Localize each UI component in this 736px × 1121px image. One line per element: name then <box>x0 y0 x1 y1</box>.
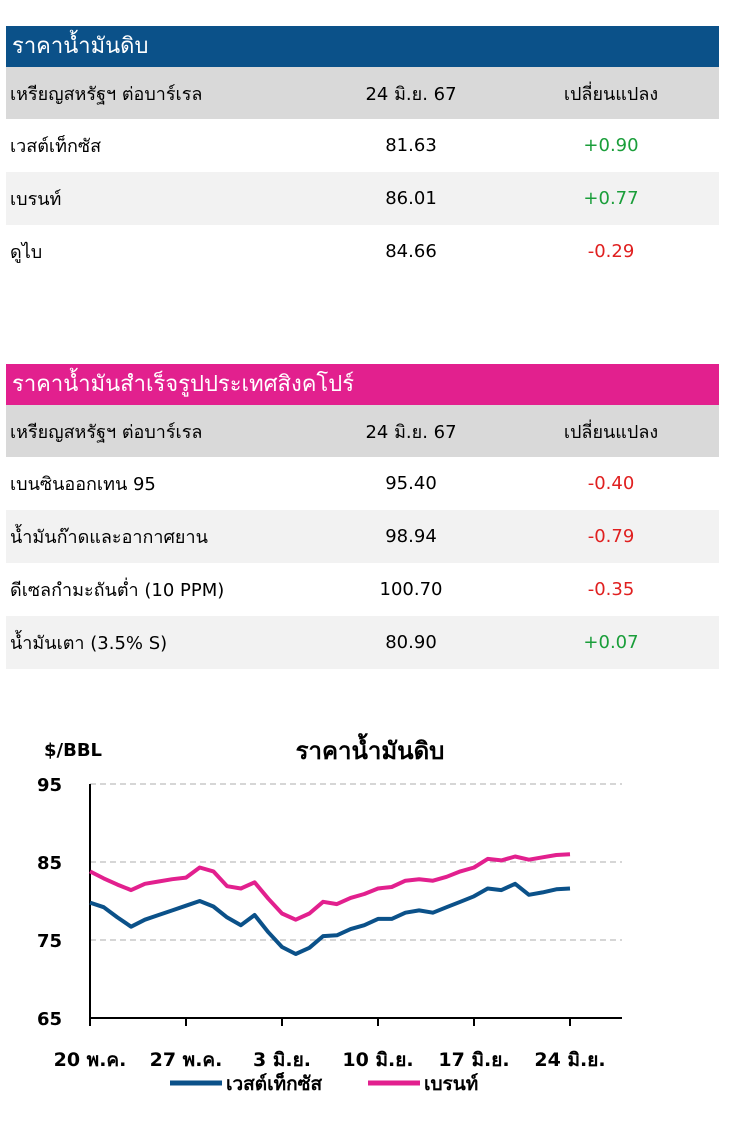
column-header-date: 24 มิ.ย. 67 <box>365 421 457 443</box>
row-price: 84.66 <box>385 241 437 262</box>
x-tick-label: 27 พ.ค. <box>150 1049 223 1071</box>
singapore-header-row: เหรียญสหรัฐฯ ต่อบาร์เรล 24 มิ.ย. 67 เปลี… <box>6 405 719 457</box>
x-tick-label: 10 มิ.ย. <box>342 1049 413 1071</box>
legend: เวสต์เท็กซัส เบรนท์ <box>170 1071 478 1095</box>
column-header-date: 24 มิ.ย. 67 <box>365 83 457 105</box>
crude-oil-title: ราคาน้ำมันดิบ <box>6 26 719 67</box>
row-name: น้ำมันก๊าดและอากาศยาน <box>10 527 208 548</box>
table-row: ดูไบ 84.66 -0.29 <box>6 225 719 278</box>
table-row: น้ำมันก๊าดและอากาศยาน 98.94 -0.79 <box>6 510 719 563</box>
axes <box>89 784 622 1026</box>
legend-label: เวสต์เท็กซัส <box>226 1071 323 1095</box>
singapore-panel: ราคาน้ำมันสำเร็จรูปประเทศสิงคโปร์ เหรียญ… <box>6 364 719 669</box>
y-tick-label: 95 <box>37 775 62 796</box>
x-tick-label: 17 มิ.ย. <box>438 1049 509 1071</box>
row-price: 95.40 <box>385 473 437 494</box>
row-name: เบรนท์ <box>10 189 62 210</box>
series-line-wti <box>89 881 571 956</box>
crude-price-chart: $/BBL ราคาน้ำมันดิบ 95 85 75 65 20 พ.ค. 27 พ.… <box>0 715 736 1117</box>
row-change: -0.29 <box>587 241 635 262</box>
row-change: +0.90 <box>583 135 639 156</box>
row-price: 98.94 <box>385 526 437 547</box>
row-price: 81.63 <box>385 135 437 156</box>
x-tick-label: 24 มิ.ย. <box>534 1049 605 1071</box>
y-axis-label: $/BBL <box>44 740 102 761</box>
x-tick-label: 20 พ.ค. <box>54 1049 127 1071</box>
row-name: เวสต์เท็กซัส <box>10 136 102 157</box>
row-name: ดูไบ <box>10 242 43 263</box>
table-row: เวสต์เท็กซัส 81.63 +0.90 <box>6 119 719 172</box>
row-price: 80.90 <box>385 632 437 653</box>
chart-title: ราคาน้ำมันดิบ <box>296 732 445 765</box>
table-row: เบรนท์ 86.01 +0.77 <box>6 172 719 225</box>
row-price: 86.01 <box>385 188 437 209</box>
crude-header-row: เหรียญสหรัฐฯ ต่อบาร์เรล 24 มิ.ย. 67 เปลี… <box>6 67 719 119</box>
crude-oil-panel: ราคาน้ำมันดิบ เหรียญสหรัฐฯ ต่อบาร์เรล 24… <box>6 26 719 278</box>
legend-label: เบรนท์ <box>424 1073 478 1095</box>
y-tick-label: 75 <box>37 931 62 952</box>
y-tick-label: 65 <box>37 1009 62 1030</box>
y-tick-label: 85 <box>37 853 62 874</box>
row-name: เบนซินออกเทน 95 <box>10 474 156 495</box>
column-header-unit: เหรียญสหรัฐฯ ต่อบาร์เรล <box>10 421 203 443</box>
row-change: +0.77 <box>583 188 639 209</box>
row-price: 100.70 <box>379 579 443 600</box>
table-row: เบนซินออกเทน 95 95.40 -0.40 <box>6 457 719 510</box>
row-change: -0.35 <box>587 579 635 600</box>
tick-labels: 95 85 75 65 20 พ.ค. 27 พ.ค. 3 มิ.ย. 10 มิ.ย. 17 … <box>37 775 606 1071</box>
row-name: น้ำมันเตา (3.5% S) <box>10 633 168 654</box>
column-header-change: เปลี่ยนแปลง <box>563 83 659 105</box>
chart-svg: $/BBL ราคาน้ำมันดิบ 95 85 75 65 20 พ.ค. 27 พ.… <box>37 732 622 1095</box>
gridlines <box>90 783 622 941</box>
table-row: ดีเซลกำมะถันต่ำ (10 PPM) 100.70 -0.35 <box>6 563 719 616</box>
row-name: ดีเซลกำมะถันต่ำ (10 PPM) <box>10 580 225 601</box>
series-line-brent <box>89 852 571 922</box>
series-lines <box>89 852 571 956</box>
x-tick-label: 3 มิ.ย. <box>253 1049 311 1071</box>
row-change: -0.40 <box>587 473 635 494</box>
column-header-unit: เหรียญสหรัฐฯ ต่อบาร์เรล <box>10 83 203 105</box>
singapore-title: ราคาน้ำมันสำเร็จรูปประเทศสิงคโปร์ <box>6 364 719 405</box>
table-row: น้ำมันเตา (3.5% S) 80.90 +0.07 <box>6 616 719 669</box>
row-change: -0.79 <box>587 526 635 547</box>
row-change: +0.07 <box>583 632 639 653</box>
column-header-change: เปลี่ยนแปลง <box>563 421 659 443</box>
